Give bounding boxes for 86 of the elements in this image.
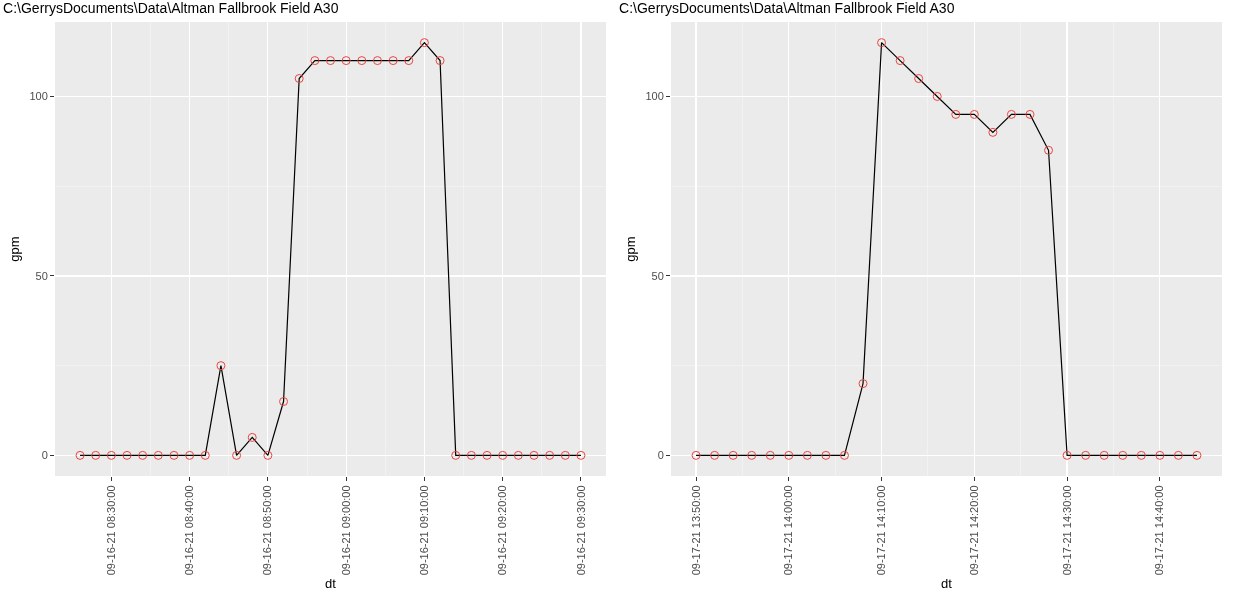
point [482,450,492,460]
point [1118,450,1128,460]
x-tick-label: 09-16-21 08:50:00 [261,485,274,576]
y-tick-label: 100 [29,90,48,103]
point [122,450,132,460]
point [710,450,720,460]
point [1155,450,1165,460]
x-tick-label: 09-16-21 09:10:00 [418,485,430,576]
point [466,450,476,460]
x-tick-label: 09-17-21 14:30:00 [1060,485,1073,576]
point [895,56,905,66]
point [451,450,461,460]
point [310,56,320,66]
point [404,56,414,66]
point [545,450,555,460]
point [1173,450,1183,460]
point [216,361,226,371]
point [1081,450,1091,460]
x-tick-label: 09-17-21 14:10:00 [875,485,888,576]
x-tick-label: 09-16-21 09:30:00 [574,485,587,576]
point [419,38,429,48]
point [357,56,367,66]
point [263,450,273,460]
point [576,450,586,460]
y-tick-label: 50 [35,269,48,282]
x-tick-label: 09-17-21 14:40:00 [1153,485,1166,576]
point [877,38,887,48]
x-tick-label: 09-17-21 13:50:00 [689,485,702,576]
point [435,56,445,66]
chart-title: C:\GerrysDocuments\Data\Altman Fallbrook Field A30 [3,0,339,16]
point [185,450,195,460]
y-tick-label: 0 [657,449,664,462]
point [372,56,382,66]
point [106,450,116,460]
y-axis-title: gpm [623,236,638,262]
point [498,450,508,460]
point [294,74,304,84]
point [802,450,812,460]
y-axis-title: gpm [7,236,22,262]
x-tick-label: 09-16-21 08:30:00 [104,485,117,576]
point [138,450,148,460]
point [951,109,961,119]
y-tick-label: 0 [41,449,48,462]
point [1006,109,1016,119]
point [1192,450,1202,460]
point [169,450,179,460]
point [932,91,942,101]
point [91,450,101,460]
y-tick-label: 100 [645,90,664,103]
point [326,56,335,66]
point [728,450,738,460]
point [784,450,794,460]
point [341,56,351,66]
x-axis-title: dt [941,575,953,591]
point [1136,450,1146,460]
point [529,450,539,460]
x-axis-title: dt [325,575,337,591]
point [839,450,849,460]
point [279,397,289,407]
chart-title: C:\GerrysDocuments\Data\Altman Fallbrook Field A30 [619,0,955,16]
point [513,450,523,460]
point [560,450,570,460]
x-tick-label: 09-16-21 09:20:00 [496,485,509,576]
point [914,74,924,84]
point [200,450,210,460]
x-tick-label: 09-16-21 08:40:00 [183,485,196,576]
x-tick-label: 09-16-21 09:00:00 [339,485,352,576]
point [747,450,757,460]
x-tick-label: 09-17-21 14:00:00 [782,485,795,576]
point [153,450,163,460]
point [691,450,701,460]
y-tick-label: 50 [651,269,664,282]
point [858,379,868,389]
point [1044,145,1054,155]
point [969,109,979,119]
point [821,450,831,460]
point [388,56,398,66]
point [1025,109,1035,119]
point [247,432,257,442]
x-tick-label: 09-17-21 14:20:00 [967,485,980,576]
point [1062,450,1072,460]
point [75,450,85,460]
point [988,127,998,137]
point [232,450,242,460]
point [765,450,775,460]
point [1099,450,1109,460]
